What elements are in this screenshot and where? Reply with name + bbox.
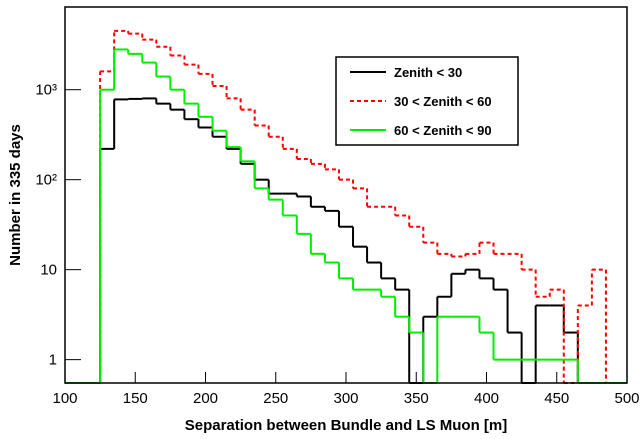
plot-frame — [64, 6, 628, 384]
x-tick-label: 100 — [52, 390, 77, 407]
x-axis-label: Separation between Bundle and LS Muon [m… — [185, 417, 508, 434]
legend-label: 60 < Zenith < 90 — [394, 123, 492, 138]
x-tick-label: 450 — [544, 390, 569, 407]
y-tick-label: 10 — [40, 262, 57, 279]
x-tick-label: 200 — [193, 390, 218, 407]
x-tick-label: 250 — [263, 390, 288, 407]
x-tick-label: 150 — [123, 390, 148, 407]
y-tick-label: 10³ — [35, 82, 57, 99]
x-tick-label: 300 — [333, 390, 358, 407]
legend-label: 30 < Zenith < 60 — [394, 94, 492, 109]
y-axis-label: Number in 335 days — [7, 124, 24, 266]
x-tick-label: 500 — [614, 390, 639, 407]
x-tick-label: 350 — [404, 390, 429, 407]
legend-label: Zenith < 30 — [394, 65, 462, 80]
y-tick-label: 1 — [49, 352, 57, 369]
x-tick-label: 400 — [474, 390, 499, 407]
y-tick-label: 10² — [35, 172, 57, 189]
